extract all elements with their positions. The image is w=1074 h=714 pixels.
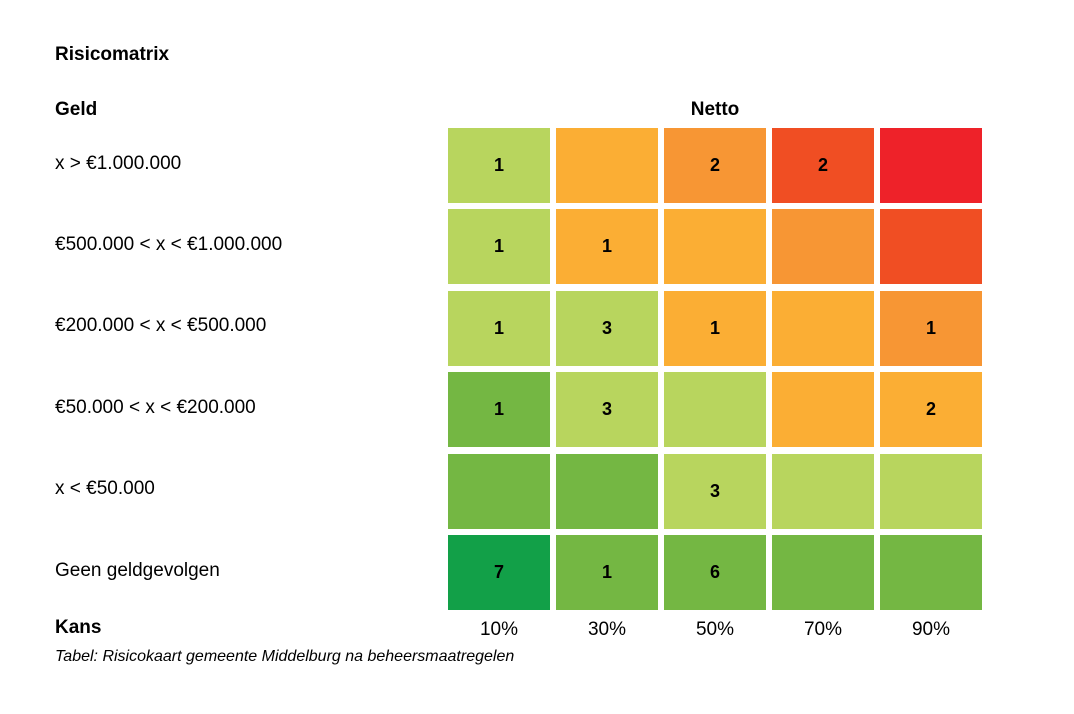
matrix-cell: 1 xyxy=(664,290,766,366)
matrix-cell xyxy=(772,290,874,366)
column-label: 10% xyxy=(479,619,519,640)
column-label: 70% xyxy=(803,619,843,640)
row-label: x < €50.000 xyxy=(55,478,155,500)
matrix-cell: 7 xyxy=(448,535,550,610)
row-label: x > €1.000.000 xyxy=(55,152,182,174)
matrix-cell xyxy=(880,535,982,610)
column-label: 50% xyxy=(695,619,735,640)
column-label: 30% xyxy=(587,619,627,640)
matrix-cell: 2 xyxy=(664,128,766,203)
row-label: €500.000 < x < €1.000.000 xyxy=(55,233,283,255)
matrix-cell xyxy=(556,453,658,529)
matrix-cell: 1 xyxy=(448,290,550,366)
matrix-cell: 1 xyxy=(556,209,658,285)
matrix-cell: 6 xyxy=(664,535,766,610)
matrix-cell xyxy=(448,453,550,529)
matrix-cell xyxy=(664,372,766,448)
matrix-cell xyxy=(880,128,982,203)
matrix-cell: 2 xyxy=(880,372,982,448)
column-axis-title: Netto xyxy=(690,99,740,120)
matrix-cell xyxy=(772,535,874,610)
matrix-cell: 1 xyxy=(880,290,982,366)
matrix-cell: 1 xyxy=(448,209,550,285)
table-caption: Tabel: Risicokaart gemeente Middelburg n… xyxy=(55,648,515,665)
row-label: €200.000 < x < €500.000 xyxy=(55,315,267,337)
row-label: €50.000 < x < €200.000 xyxy=(55,396,256,418)
matrix-cell xyxy=(880,453,982,529)
matrix-cell: 1 xyxy=(448,372,550,448)
matrix-cell xyxy=(664,209,766,285)
row-axis-title: Geld xyxy=(55,99,98,120)
matrix-cell xyxy=(772,209,874,285)
column-label: 90% xyxy=(911,619,951,640)
matrix-cell: 3 xyxy=(556,372,658,448)
matrix-cell: 3 xyxy=(664,453,766,529)
x-axis-title: Kans xyxy=(55,617,102,638)
matrix-cell xyxy=(556,128,658,203)
matrix-cell xyxy=(772,372,874,448)
matrix-cell: 3 xyxy=(556,290,658,366)
matrix-cell: 1 xyxy=(448,128,550,203)
matrix-cell xyxy=(772,453,874,529)
chart-title: Risicomatrix xyxy=(55,44,170,65)
matrix-cell: 1 xyxy=(556,535,658,610)
matrix-cell: 2 xyxy=(772,128,874,203)
row-label: Geen geldgevolgen xyxy=(55,559,220,581)
matrix-cell xyxy=(880,209,982,285)
